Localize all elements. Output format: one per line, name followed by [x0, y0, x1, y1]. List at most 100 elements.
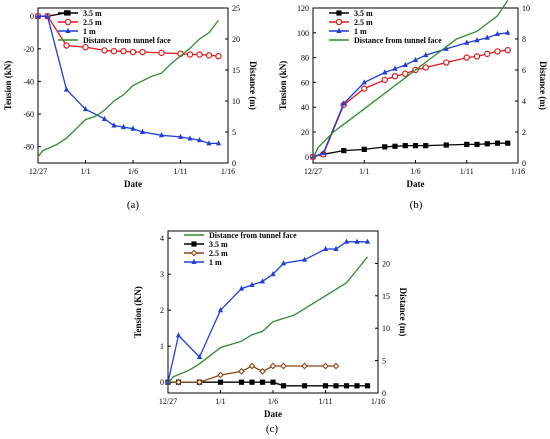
chart1-point-2-5-m	[82, 43, 89, 51]
chart1-y-tick-label: 0	[30, 12, 34, 21]
chart2-point-1-m	[494, 30, 501, 37]
chart3-point-3-5-m	[343, 383, 350, 389]
chart2-legend-marker-3-5-m	[336, 10, 342, 16]
chart1-point-1-m	[130, 125, 136, 131]
chart2-point-3-5-m	[412, 143, 419, 149]
chart3-point-1-m	[259, 278, 266, 284]
chart1-y-tick-label: -80	[23, 143, 34, 152]
chart3-point-2-5-m	[196, 378, 203, 386]
chart3-point-3-5-m	[259, 379, 266, 385]
chart2-y-tick-label: 20	[301, 128, 309, 137]
chart1-point-2-5-m	[196, 51, 203, 58]
chart3-x-axis-label: Date	[264, 409, 282, 419]
chart2-series-line-distance-from-tunnel-face	[312, 0, 509, 159]
chart2-y-axis-label: Tension (kN)	[278, 61, 288, 110]
chart3-y2-tick-label: 5	[382, 357, 386, 366]
chart3-point-1-m	[270, 271, 276, 277]
chart1-y-tick-label: -40	[23, 77, 34, 86]
chart2-x-tick-label: 1/1	[359, 167, 369, 176]
chart1-point-2-5-m	[139, 48, 146, 56]
chart3-point-2-5-m	[280, 362, 287, 370]
chart3-point-2-5-m	[238, 368, 245, 375]
chart1-series-line-distance-from-tunnel-face	[37, 20, 220, 158]
chart2-y2-tick-label: 0	[522, 159, 526, 168]
chart3-point-1-m	[165, 379, 171, 385]
chart3-point-1-m	[301, 256, 308, 262]
chart2-point-2-5-m	[422, 64, 429, 71]
chart3-point-2-5-m	[332, 362, 340, 370]
chart2-point-1-m	[361, 79, 367, 85]
chart1-x-tick-label: 1/11	[174, 167, 188, 176]
chart1-point-1-m	[177, 133, 184, 139]
chart1-y-tick-label: -20	[23, 45, 34, 54]
chart3-point-2-5-m	[217, 371, 224, 379]
chart1-legend-label-distance-from-tunnel-face: Distance from tunnel face	[83, 36, 171, 45]
chart1-point-1-m	[101, 115, 108, 121]
chart2-point-2-5-m	[391, 72, 399, 80]
chart3-point-3-5-m	[238, 379, 245, 385]
chart3-panel-label: (c)	[266, 423, 279, 435]
chart1-legend-label-2-5-m: 2.5 m	[83, 18, 102, 27]
chart3-point-2-5-m	[248, 362, 256, 370]
chart1-y2-tick-label: 20	[232, 35, 240, 44]
chart3-point-3-5-m	[364, 383, 371, 389]
chart3-point-1-m	[343, 238, 350, 244]
chart2-y2-axis-label: Distance (m)	[538, 61, 548, 110]
chart3-y2-axis-label: Distance (m)	[398, 288, 408, 337]
chart2-point-2-5-m	[494, 48, 501, 55]
chart1-point-2-5-m	[101, 47, 108, 54]
chart3-point-1-m	[217, 307, 224, 313]
chart3-x-tick-label: 12/27	[159, 397, 177, 406]
chart2-point-2-5-m	[402, 70, 409, 77]
chart3-point-3-5-m	[333, 383, 339, 389]
chart3-point-3-5-m	[280, 383, 287, 389]
chart3-x-tick-label: 1/16	[371, 397, 385, 406]
chart3-point-1-m	[364, 238, 371, 244]
chart1-point-2-5-m	[186, 51, 194, 58]
chart2-point-3-5-m	[402, 143, 408, 149]
chart3-series-line-1-m	[167, 241, 368, 383]
chart1-legend-marker-1-m	[65, 27, 71, 33]
chart3-point-1-m	[249, 281, 255, 287]
chart1-legend-marker-2-5-m	[64, 18, 72, 26]
chart2-point-2-5-m	[381, 76, 388, 84]
chart3-x-tick-label: 1/1	[215, 397, 225, 406]
chart3-point-1-m	[280, 260, 287, 266]
chart1-point-1-m	[139, 128, 146, 134]
chart1-legend-label-1-m: 1 m	[83, 27, 96, 36]
chart3-legend-label-3-5-m: 3.5 m	[209, 240, 228, 249]
chart2-x-axis-label: Date	[407, 179, 425, 189]
chart1-legend-label-3-5-m: 3.5 m	[83, 9, 102, 18]
chart2-point-1-m	[484, 34, 490, 40]
chart2-legend-marker-2-5-m	[335, 18, 343, 26]
chart1-point-1-m	[196, 136, 203, 143]
chart3-point-2-5-m	[322, 362, 329, 370]
chart3-y-tick-label: 0	[160, 378, 164, 387]
chart2-x-tick-label: 1/6	[410, 167, 420, 176]
chart3-y2-tick-label: 20	[382, 259, 390, 268]
chart2-y2-tick-label: 2	[522, 128, 526, 137]
chart2-y-tick-label: 60	[301, 78, 309, 87]
chart1-y2-tick-label: 5	[232, 128, 236, 137]
chart2-x-tick-label: 1/11	[460, 167, 474, 176]
chart2-point-1-m	[310, 153, 316, 159]
chart2-y-tick-label: 120	[297, 4, 309, 13]
chart2-series-line-1-m	[312, 32, 508, 158]
chart1-point-1-m	[120, 123, 127, 130]
chart1-point-1-m	[111, 122, 117, 128]
chart2-point-3-5-m	[464, 141, 470, 147]
chart2-point-3-5-m	[505, 140, 511, 146]
chart2-point-3-5-m	[361, 146, 367, 152]
chart2-point-1-m	[412, 56, 419, 63]
chart2-point-2-5-m	[463, 54, 470, 61]
chart3-series-line-distance-from-tunnel-face	[167, 256, 369, 384]
chart3-legend-label-2-5-m: 2.5 m	[209, 249, 228, 258]
chart2-y-tick-label: 40	[301, 103, 309, 112]
chart2-point-3-5-m	[474, 141, 480, 147]
chart1-point-2-5-m	[215, 52, 222, 60]
chart2-point-1-m	[474, 37, 480, 43]
chart3-y2-tick-label: 15	[382, 292, 390, 301]
chart1-point-2-5-m	[63, 42, 70, 49]
chart2-point-2-5-m	[361, 85, 368, 92]
chart1-point-1-m	[158, 132, 165, 138]
